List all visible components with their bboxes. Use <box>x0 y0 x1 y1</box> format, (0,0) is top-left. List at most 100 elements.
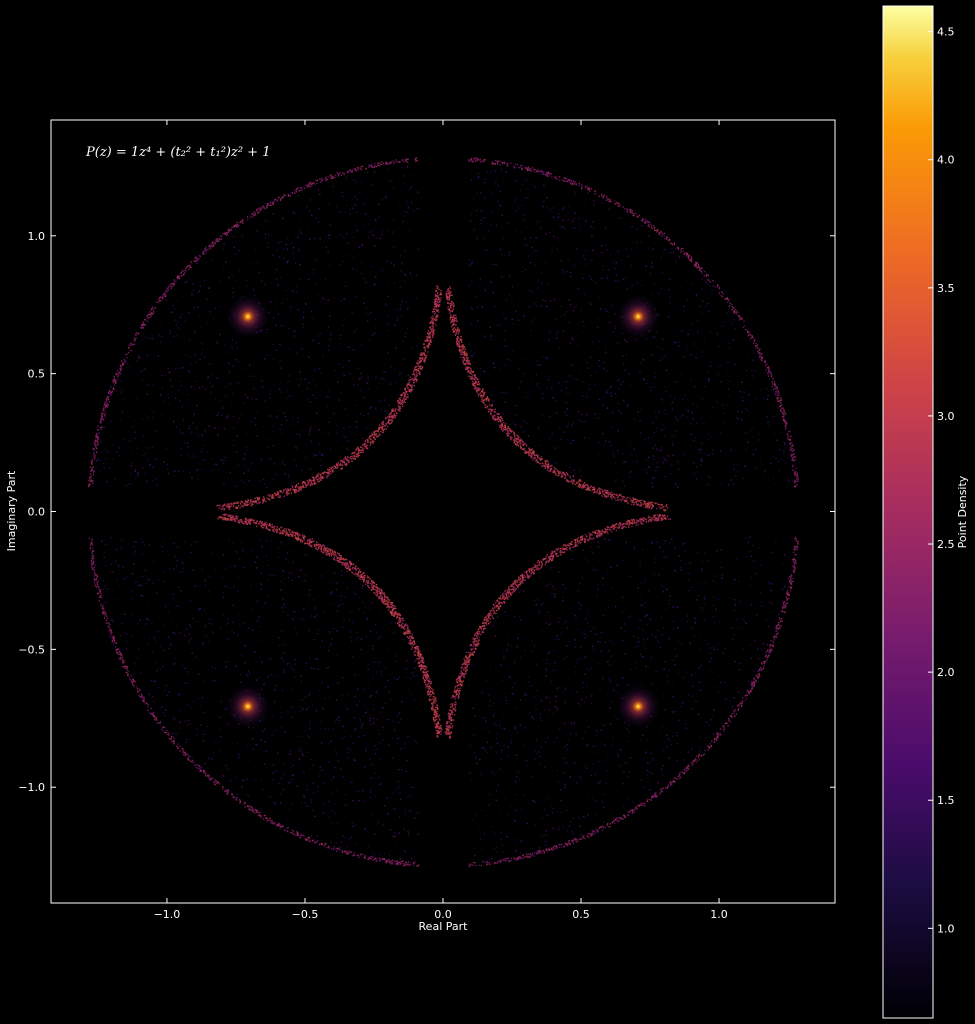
density-point <box>713 646 715 648</box>
density-point <box>565 762 567 764</box>
density-point <box>492 400 494 402</box>
density-point <box>782 601 784 603</box>
density-point <box>507 665 510 667</box>
density-point <box>360 389 362 391</box>
density-point <box>551 680 553 682</box>
density-point <box>657 629 659 631</box>
density-point <box>101 596 103 599</box>
density-point <box>327 666 330 668</box>
density-point <box>327 686 329 688</box>
density-point <box>191 652 193 654</box>
density-point <box>294 626 296 629</box>
density-point <box>201 352 203 354</box>
density-point <box>383 371 385 373</box>
density-point <box>136 397 138 400</box>
density-point <box>316 834 319 837</box>
density-point <box>723 321 725 324</box>
density-point <box>568 299 570 301</box>
density-point <box>708 380 710 382</box>
density-point <box>260 640 262 642</box>
density-point <box>245 394 247 396</box>
density-point <box>580 632 583 635</box>
density-point <box>220 541 222 543</box>
density-point <box>395 661 397 663</box>
density-point <box>586 250 588 252</box>
density-point <box>677 640 680 643</box>
density-point <box>403 272 405 275</box>
density-point <box>490 663 492 665</box>
density-point <box>264 219 266 222</box>
density-point <box>391 807 394 809</box>
density-point <box>556 687 558 690</box>
density-point <box>630 264 632 266</box>
density-point <box>110 420 112 422</box>
density-point <box>356 704 358 706</box>
density-point <box>277 752 279 754</box>
density-point <box>490 281 493 283</box>
density-point <box>162 537 164 539</box>
density-point <box>390 365 392 368</box>
density-point <box>596 731 599 733</box>
density-point <box>713 648 715 651</box>
density-point <box>352 207 354 210</box>
density-point <box>225 624 227 626</box>
density-point <box>574 193 577 195</box>
density-point <box>233 427 235 429</box>
density-point <box>720 566 723 569</box>
density-point <box>147 693 149 695</box>
density-point <box>641 549 644 551</box>
density-point <box>392 231 394 233</box>
density-point <box>223 483 225 486</box>
density-point <box>712 406 714 409</box>
density-point <box>603 268 605 271</box>
density-point <box>701 609 704 612</box>
density-point <box>561 846 563 849</box>
density-point <box>290 667 293 669</box>
density-point <box>626 460 628 462</box>
density-point <box>197 620 199 623</box>
density-point <box>298 230 301 233</box>
density-point <box>587 743 589 746</box>
density-point <box>737 418 740 420</box>
density-point <box>600 729 602 731</box>
density-point <box>357 636 360 638</box>
density-point <box>491 825 493 828</box>
density-point <box>374 218 377 221</box>
density-point <box>629 757 632 759</box>
density-point <box>184 682 187 684</box>
density-point <box>614 325 616 327</box>
density-point <box>488 694 490 696</box>
density-point <box>297 748 299 750</box>
density-point <box>633 635 635 637</box>
density-point <box>660 256 662 258</box>
density-point <box>156 484 158 486</box>
density-point <box>649 618 651 620</box>
density-point <box>240 479 242 481</box>
density-point <box>503 692 505 695</box>
density-point <box>281 657 283 659</box>
density-point <box>503 391 505 394</box>
density-point <box>668 757 670 759</box>
density-point <box>104 585 106 587</box>
density-point <box>579 704 582 707</box>
density-point <box>742 618 745 620</box>
density-point <box>134 470 136 472</box>
density-point <box>530 403 532 406</box>
density-point <box>322 812 325 814</box>
density-point <box>209 575 211 578</box>
density-point <box>172 593 174 595</box>
density-point <box>507 358 509 361</box>
density-point <box>141 575 144 578</box>
density-point <box>734 660 736 663</box>
density-point <box>401 769 403 771</box>
density-point <box>602 433 604 435</box>
density-point <box>322 802 324 805</box>
density-point <box>639 619 641 621</box>
density-point <box>283 412 285 414</box>
density-point <box>308 726 310 728</box>
density-point <box>745 432 747 434</box>
density-point <box>158 333 160 336</box>
density-point <box>743 620 745 622</box>
density-point <box>106 480 108 483</box>
density-point <box>399 372 401 374</box>
